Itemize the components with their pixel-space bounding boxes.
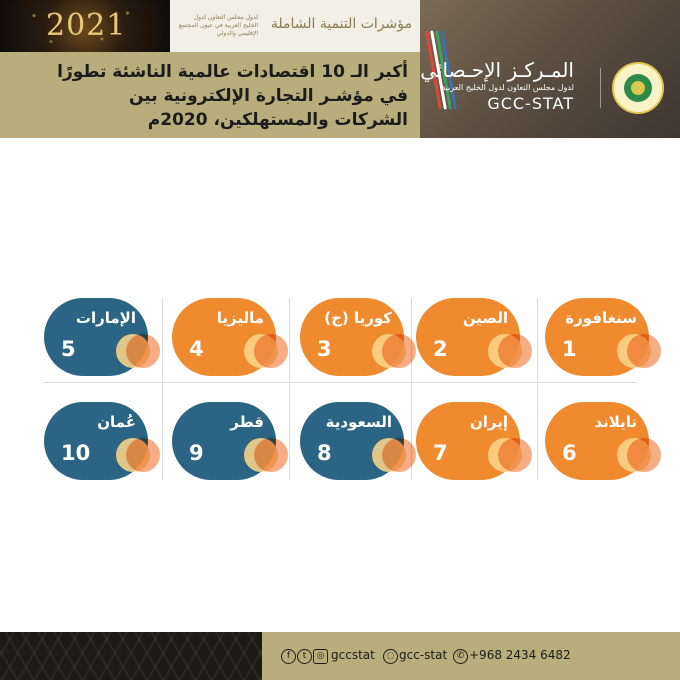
rank-card: قطر 9 xyxy=(172,402,288,480)
country-name: كوريا (ج) xyxy=(324,309,392,327)
country-name: الصين xyxy=(462,309,508,327)
twitter-icon[interactable]: t xyxy=(297,649,312,664)
country-name: السعودية xyxy=(325,413,392,431)
title-line: في مؤشـر التجارة الإلكترونية بين xyxy=(129,86,408,106)
title-line: الشركات والمستهلكين، 2020م xyxy=(147,110,408,130)
rank-number: 6 xyxy=(562,441,577,465)
rank-number: 7 xyxy=(433,441,448,465)
brand-panel: المـركـز الإحـصائي لدول مجلس التعاون لدو… xyxy=(420,0,680,138)
rank-card: سنغافورة 1 xyxy=(545,298,661,376)
banner-image: 2021 xyxy=(0,0,170,52)
social-handle[interactable]: gccstat xyxy=(331,648,375,662)
whatsapp-icon[interactable]: ✆ xyxy=(453,649,468,664)
country-name: عُمان xyxy=(97,413,136,431)
rank-number: 1 xyxy=(562,337,577,361)
footer: f t ◎ gccstat ◌ gcc-stat ✆ +968 2434 648… xyxy=(0,632,680,680)
footer-pattern xyxy=(0,632,262,680)
rank-number: 5 xyxy=(61,337,76,361)
brand-name-ar: المـركـز الإحـصائي xyxy=(420,58,574,82)
country-name: ماليزيا xyxy=(216,309,264,327)
header-tagline: مؤشرات التنمية الشاملة xyxy=(270,16,412,32)
rank-number: 10 xyxy=(61,441,91,465)
rank-card: إيران 7 xyxy=(416,402,532,480)
brand-subtitle-ar: لدول مجلس التعاون لدول الخليج العربية xyxy=(441,83,574,92)
banner-subtitle: لدول مجلس التعاون لدول الخليج العربية في… xyxy=(178,14,258,37)
country-name: إيران xyxy=(469,413,508,431)
rank-card: السعودية 8 xyxy=(300,402,416,480)
country-name: سنغافورة xyxy=(565,309,637,327)
rank-card: ماليزيا 4 xyxy=(172,298,288,376)
header-tagline-area: لدول مجلس التعاون لدول الخليج العربية في… xyxy=(170,0,420,52)
web-icon[interactable]: ◌ xyxy=(383,649,398,664)
country-name: تايلاند xyxy=(594,413,637,431)
divider xyxy=(600,68,601,108)
rank-card: الصين 2 xyxy=(416,298,532,376)
title-band: أكبر الـ 10 اقتصادات عالمية الناشئة تطور… xyxy=(0,52,420,138)
gcc-emblem-icon xyxy=(612,62,664,114)
brand-name-en: GCC-STAT xyxy=(487,94,574,113)
grid-line xyxy=(411,298,412,480)
phone-number[interactable]: +968 2434 6482 xyxy=(469,648,571,662)
rank-card: عُمان 10 xyxy=(44,402,160,480)
title-line: أكبر الـ 10 اقتصادات عالمية الناشئة تطور… xyxy=(57,62,408,82)
grid-line xyxy=(44,382,636,383)
rank-card: الإمارات 5 xyxy=(44,298,160,376)
rank-card: كوريا (ج) 3 xyxy=(300,298,416,376)
rank-number: 2 xyxy=(433,337,448,361)
web-handle[interactable]: gcc-stat xyxy=(399,648,448,662)
rank-card: تايلاند 6 xyxy=(545,402,661,480)
instagram-icon[interactable]: ◎ xyxy=(313,649,328,664)
rank-number: 4 xyxy=(189,337,204,361)
rank-number: 8 xyxy=(317,441,332,465)
rank-number: 9 xyxy=(189,441,204,465)
page-title: أكبر الـ 10 اقتصادات عالمية الناشئة تطور… xyxy=(8,60,408,132)
grid-line xyxy=(537,298,538,480)
rank-number: 3 xyxy=(317,337,332,361)
country-name: قطر xyxy=(230,413,264,431)
facebook-icon[interactable]: f xyxy=(281,649,296,664)
grid-line xyxy=(289,298,290,480)
country-name: الإمارات xyxy=(75,309,136,327)
banner-year: 2021 xyxy=(46,8,127,43)
grid-line xyxy=(162,298,163,480)
